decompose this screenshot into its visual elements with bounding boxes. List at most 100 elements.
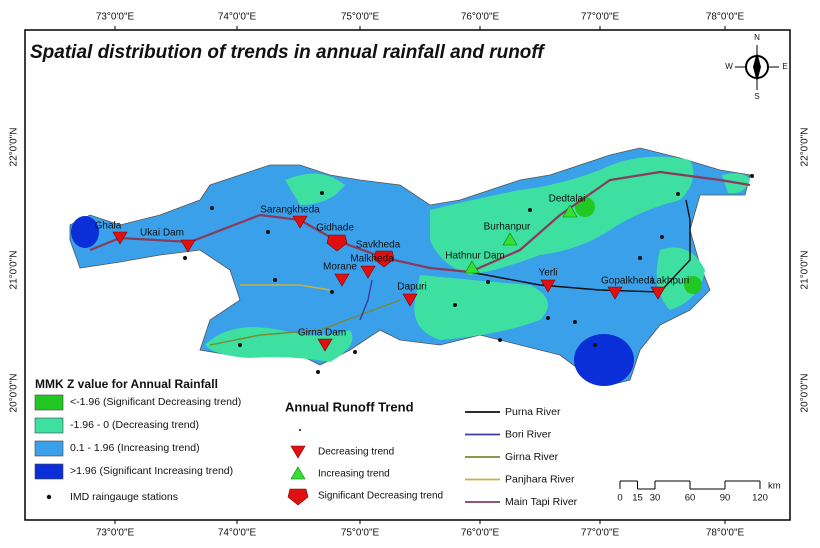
longitude-label: 76°0'0"E xyxy=(461,12,500,23)
compass-w: W xyxy=(725,62,733,71)
panjhara-river xyxy=(240,284,331,291)
girna-river xyxy=(209,299,401,346)
longitude-label: 78°0'0"E xyxy=(706,12,745,23)
legend-label: Decreasing trend xyxy=(318,447,394,458)
station-label: Morane xyxy=(323,262,357,273)
zone-decreasing xyxy=(414,275,548,340)
longitude-label: 73°0'0"E xyxy=(96,528,135,539)
runoff-station xyxy=(650,286,666,300)
runoff-station xyxy=(562,204,578,218)
legend-symbol xyxy=(287,488,309,506)
legend-box xyxy=(28,374,278,514)
zone-decreasing xyxy=(205,327,353,362)
raingauge xyxy=(210,206,214,210)
compass-s: S xyxy=(754,92,759,101)
station-label: Malkheda xyxy=(350,254,394,265)
legend-label: Bori River xyxy=(505,428,552,440)
raingauge xyxy=(750,174,754,178)
raingauge xyxy=(546,316,550,320)
compass-e: E xyxy=(782,62,787,71)
legend-symbol xyxy=(290,445,306,459)
runoff-station xyxy=(540,279,556,293)
raingauge xyxy=(528,208,532,212)
legend-label: <-1.96 (Significant Decreasing trend) xyxy=(70,396,241,408)
raingauge xyxy=(593,343,597,347)
runoff-station xyxy=(326,234,348,252)
station-label: Gopalkheda xyxy=(601,276,655,287)
runoff-station xyxy=(334,273,350,287)
legend-symbol xyxy=(290,466,306,480)
scale-label: 90 xyxy=(720,493,731,504)
station-label: Dedtalai xyxy=(549,194,586,205)
scale-label: 15 xyxy=(632,493,643,504)
latitude-label: 22°0'0"N xyxy=(9,128,20,167)
legend-label: >1.96 (Significant Increasing trend) xyxy=(70,465,233,477)
station-label: Gidhade xyxy=(316,223,354,234)
raingauge xyxy=(273,278,277,282)
compass xyxy=(735,45,779,90)
latitude-label: 21°0'0"N xyxy=(9,251,20,290)
station-label: Dapuri xyxy=(397,282,426,293)
raingauge xyxy=(316,370,320,374)
legend-swatch xyxy=(34,440,64,457)
scale-label: 30 xyxy=(650,493,661,504)
raingauge xyxy=(573,320,577,324)
legend-label: Main Tapi River xyxy=(505,496,578,508)
zone-decreasing xyxy=(430,156,694,275)
raingauge xyxy=(638,256,642,260)
raingauge xyxy=(320,191,324,195)
runoff-station xyxy=(292,215,308,229)
scale-label: 0 xyxy=(617,493,622,504)
longitude-label: 74°0'0"E xyxy=(218,12,257,23)
compass-n: N xyxy=(754,33,760,42)
main-tapi-river xyxy=(89,170,751,274)
runoff-station xyxy=(373,250,395,268)
raingauge xyxy=(453,303,457,307)
longitude-label: 76°0'0"E xyxy=(461,528,500,539)
raingauge xyxy=(676,192,680,196)
raingauge xyxy=(330,290,334,294)
runoff-station xyxy=(180,239,196,253)
station-label: Ukai Dam xyxy=(140,228,184,239)
bori-river xyxy=(359,279,373,321)
raingauge xyxy=(266,230,270,234)
zone-significant-decreasing xyxy=(684,276,702,294)
legend-swatch xyxy=(34,394,64,411)
legend-swatch xyxy=(34,417,64,434)
longitude-label: 74°0'0"E xyxy=(218,528,257,539)
raingauge xyxy=(498,338,502,342)
station-label: Girna Dam xyxy=(298,328,346,339)
station-label: Yerli xyxy=(538,268,557,279)
compass-needle xyxy=(753,52,761,82)
raingauge xyxy=(183,256,187,260)
legend-label: IMD raingauge stations xyxy=(70,491,178,503)
station-label: Burhanpur xyxy=(484,222,531,233)
legend-swatch xyxy=(34,463,64,480)
map-title: Spatial distribution of trends in annual… xyxy=(30,42,545,63)
raingauge xyxy=(486,280,490,284)
raingauge xyxy=(660,235,664,239)
zone-significant-increasing xyxy=(574,334,634,386)
longitude-label: 77°0'0"E xyxy=(581,528,620,539)
legend-title: MMK Z value for Annual Rainfall xyxy=(35,377,218,391)
legend-label: Panjhara River xyxy=(505,473,575,485)
scale-unit: km xyxy=(768,481,781,492)
legend-label: Girna River xyxy=(505,451,559,463)
runoff-station xyxy=(607,286,623,300)
legend-title: Annual Runoff Trend xyxy=(285,399,414,414)
latitude-label: 20°0'0"N xyxy=(800,374,811,413)
raingauge xyxy=(238,343,242,347)
runoff-station xyxy=(502,232,518,246)
scale-label: 120 xyxy=(752,493,768,504)
zone-significant-increasing xyxy=(71,216,99,248)
legend-raingauge xyxy=(46,494,52,500)
latitude-label: 22°0'0"N xyxy=(800,128,811,167)
longitude-label: 75°0'0"E xyxy=(341,528,380,539)
station-label: Sarangkheda xyxy=(260,205,320,216)
legend-dot xyxy=(299,429,301,431)
runoff-station xyxy=(360,265,376,279)
station-label: Savkheda xyxy=(356,240,401,251)
latitude-label: 20°0'0"N xyxy=(9,374,20,413)
longitude-label: 77°0'0"E xyxy=(581,12,620,23)
